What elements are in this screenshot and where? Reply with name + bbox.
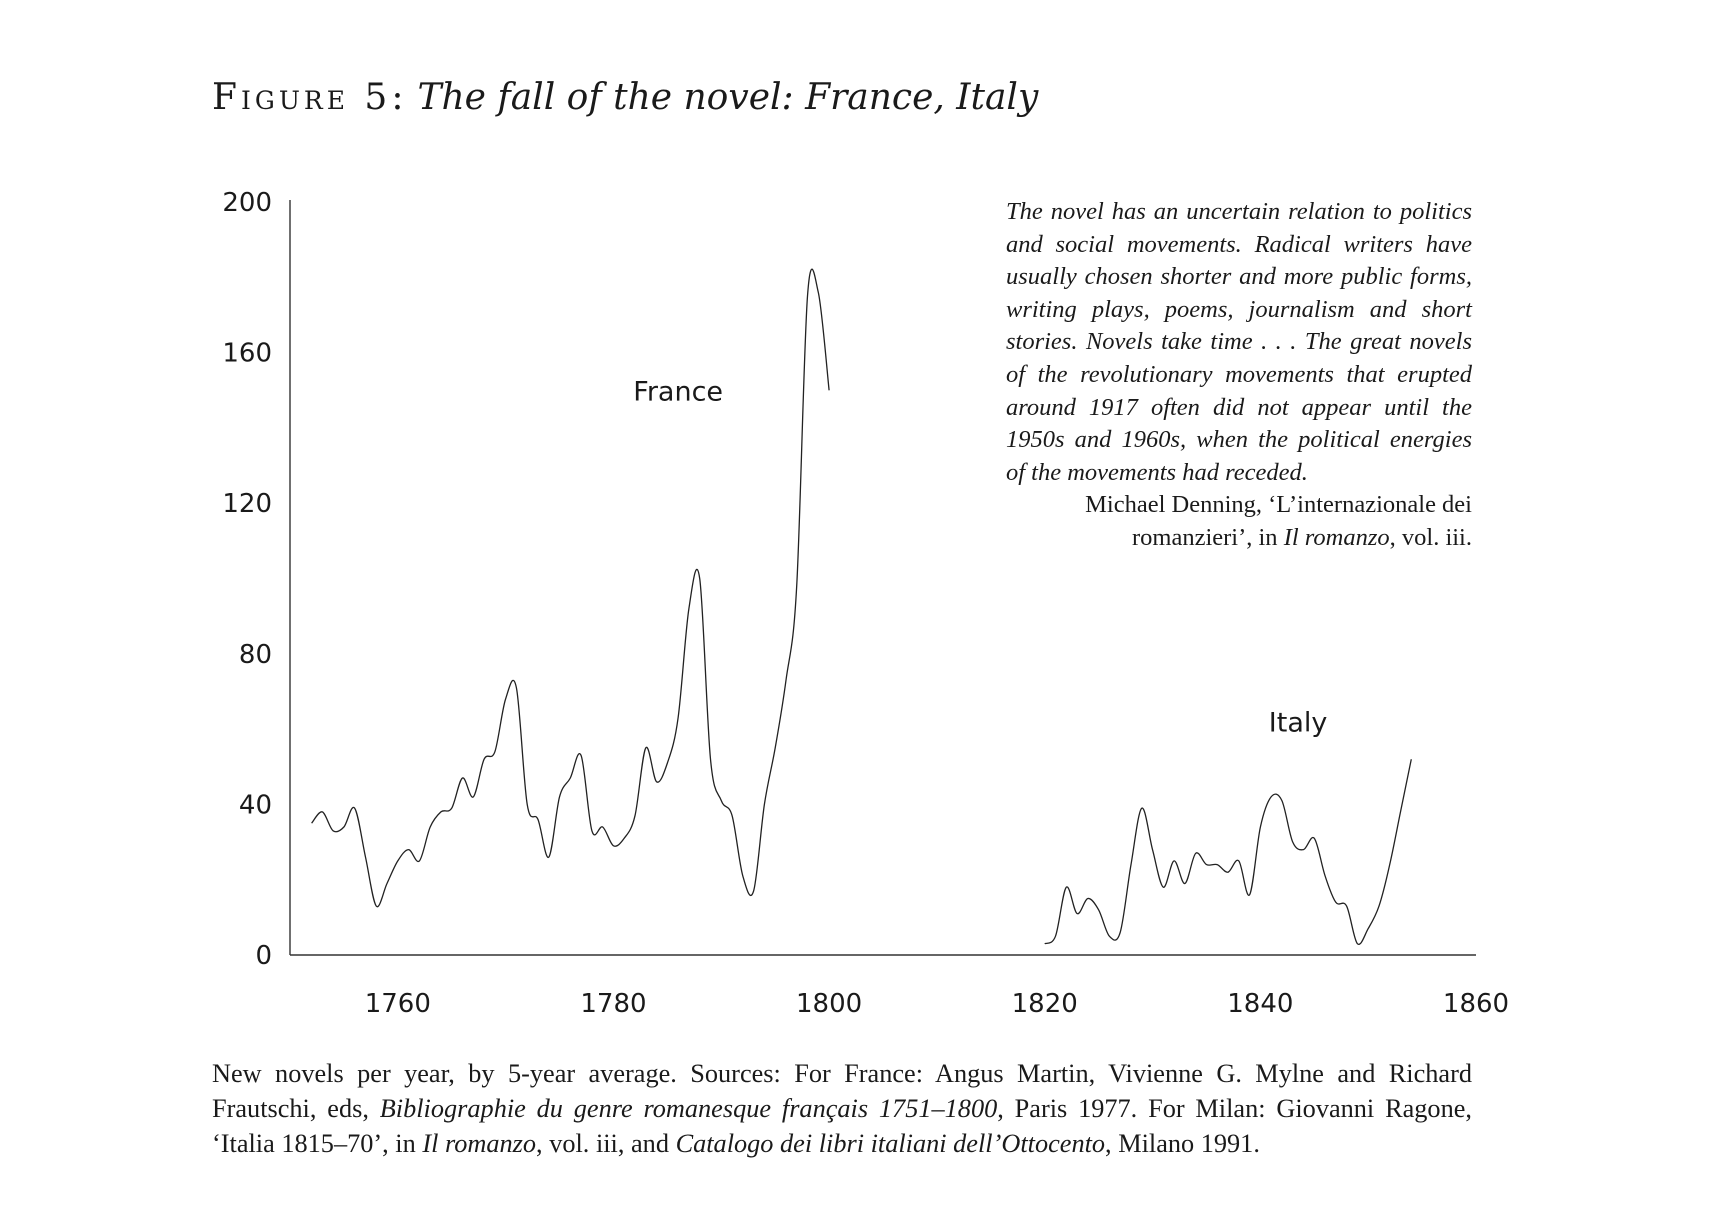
figure-title: Figure 5: The fall of the novel: France, … (212, 80, 1038, 116)
y-tick-label: 200 (222, 188, 272, 218)
y-tick-label: 160 (222, 339, 272, 369)
series-line-france (311, 268, 830, 908)
attribution-author: Michael Denning, ‘L’internazionale dei r… (1085, 491, 1472, 551)
x-tick-label: 1760 (365, 989, 431, 1019)
epigraph-quote: The novel has an uncertain relation to p… (1006, 198, 1472, 486)
caption-text-4: , Milano 1991. (1105, 1129, 1260, 1158)
y-tick-label: 120 (222, 489, 272, 519)
x-tick-label: 1840 (1227, 989, 1293, 1019)
x-tick-label: 1860 (1443, 989, 1509, 1019)
caption-title-1: Bibliographie du genre romanesque frança… (379, 1094, 998, 1123)
figure-subtitle: The fall of the novel: France, Italy (417, 77, 1039, 118)
caption-text-3: , vol. iii, and (536, 1129, 669, 1158)
x-tick-label: 1780 (580, 989, 646, 1019)
epigraph-attribution: Michael Denning, ‘L’internazionale dei r… (1006, 489, 1472, 554)
y-tick-label: 0 (255, 941, 272, 971)
epigraph: The novel has an uncertain relation to p… (1006, 196, 1472, 555)
series-label-italy: Italy (1269, 708, 1328, 739)
caption-title-3: Catalogo dei libri italiani dell’Ottocen… (675, 1129, 1106, 1158)
y-tick-label: 80 (239, 640, 272, 670)
x-tick-label: 1820 (1012, 989, 1078, 1019)
series-label-france: France (633, 376, 723, 407)
y-tick-label: 40 (239, 790, 272, 820)
x-tick-label: 1800 (796, 989, 862, 1019)
attribution-tail: , vol. iii. (1389, 523, 1472, 551)
figure-caption: New novels per year, by 5-year average. … (212, 1056, 1472, 1161)
caption-text-1: New novels per year, by 5-year average. … (212, 1059, 1472, 1123)
attribution-work: Il romanzo (1283, 523, 1390, 551)
figure-label: Figure 5: (212, 77, 408, 118)
caption-text-2: , Paris 1977. For Milan: Giovanni Ragone… (212, 1094, 1472, 1158)
caption-title-2: Il romanzo (422, 1129, 537, 1158)
series-line-italy (1044, 759, 1412, 946)
